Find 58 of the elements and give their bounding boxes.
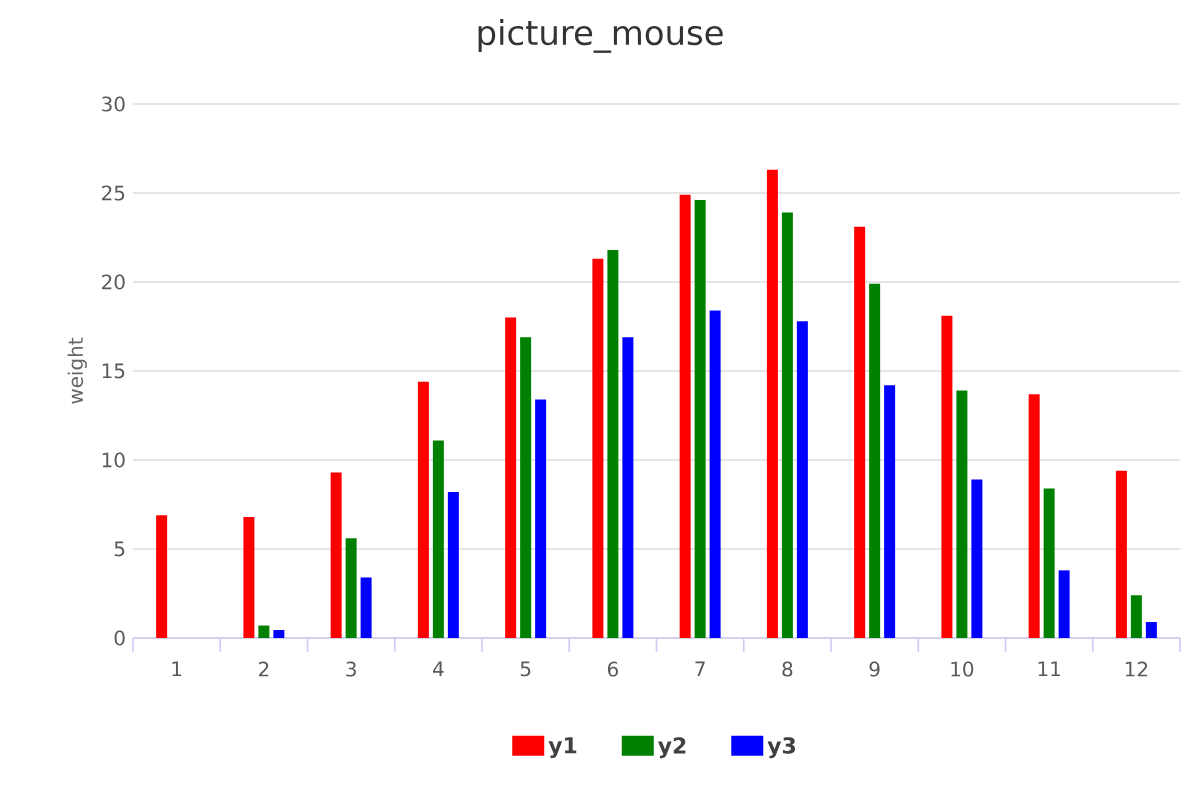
bar xyxy=(781,212,793,638)
bar xyxy=(273,629,285,638)
bar xyxy=(1028,394,1040,638)
x-tick-label: 11 xyxy=(1038,661,1060,677)
x-tick-label: 4 xyxy=(433,661,444,677)
x-tick-label: 12 xyxy=(1125,661,1148,677)
bar xyxy=(1130,595,1142,638)
bar xyxy=(432,440,444,638)
bar xyxy=(592,258,604,638)
bar xyxy=(360,577,372,638)
y-tick-label: 0 xyxy=(114,630,125,646)
chart-title: picture_mouse xyxy=(478,19,723,53)
bar xyxy=(1145,621,1157,638)
x-tick-label: 9 xyxy=(869,661,880,677)
legend-label: y1 xyxy=(548,737,577,758)
bar xyxy=(709,310,721,638)
y-tick-label: 20 xyxy=(102,274,125,290)
bar xyxy=(679,194,691,638)
bar xyxy=(607,249,619,638)
bar xyxy=(156,515,168,638)
x-tick-label: 5 xyxy=(520,661,531,677)
bar xyxy=(1115,470,1127,638)
legend-label: y2 xyxy=(658,737,686,759)
legend-label: y3 xyxy=(767,737,796,759)
bar xyxy=(766,169,778,638)
x-tick-label: 10 xyxy=(951,661,974,677)
bar xyxy=(330,472,342,638)
y-tick-label: 30 xyxy=(102,96,125,112)
bar xyxy=(941,315,953,638)
bar xyxy=(1043,488,1055,638)
bar xyxy=(417,381,429,638)
bar xyxy=(622,337,634,638)
y-tick-label: 5 xyxy=(114,541,125,557)
bar xyxy=(1058,570,1070,638)
y-tick-label: 10 xyxy=(102,452,125,468)
y-tick-label: 25 xyxy=(102,185,125,201)
bar xyxy=(796,321,808,638)
bar xyxy=(694,200,706,638)
bar xyxy=(869,283,881,638)
bar xyxy=(258,625,270,638)
bar xyxy=(971,479,983,638)
bar xyxy=(535,399,547,638)
x-tick-label: 8 xyxy=(782,661,793,677)
y-tick-label: 15 xyxy=(102,363,125,379)
x-tick-label: 1 xyxy=(172,661,182,677)
bar xyxy=(854,226,866,638)
bar xyxy=(956,390,968,638)
x-tick-label: 3 xyxy=(346,661,356,677)
bar xyxy=(520,337,532,638)
bar xyxy=(505,317,517,638)
bar xyxy=(345,538,357,638)
bar xyxy=(243,516,255,638)
x-tick-label: 6 xyxy=(607,661,618,677)
bar xyxy=(447,492,459,638)
x-tick-label: 7 xyxy=(695,661,705,677)
y-axis-title: weight xyxy=(67,337,87,404)
x-tick-label: 2 xyxy=(259,661,269,677)
bar xyxy=(884,385,896,638)
